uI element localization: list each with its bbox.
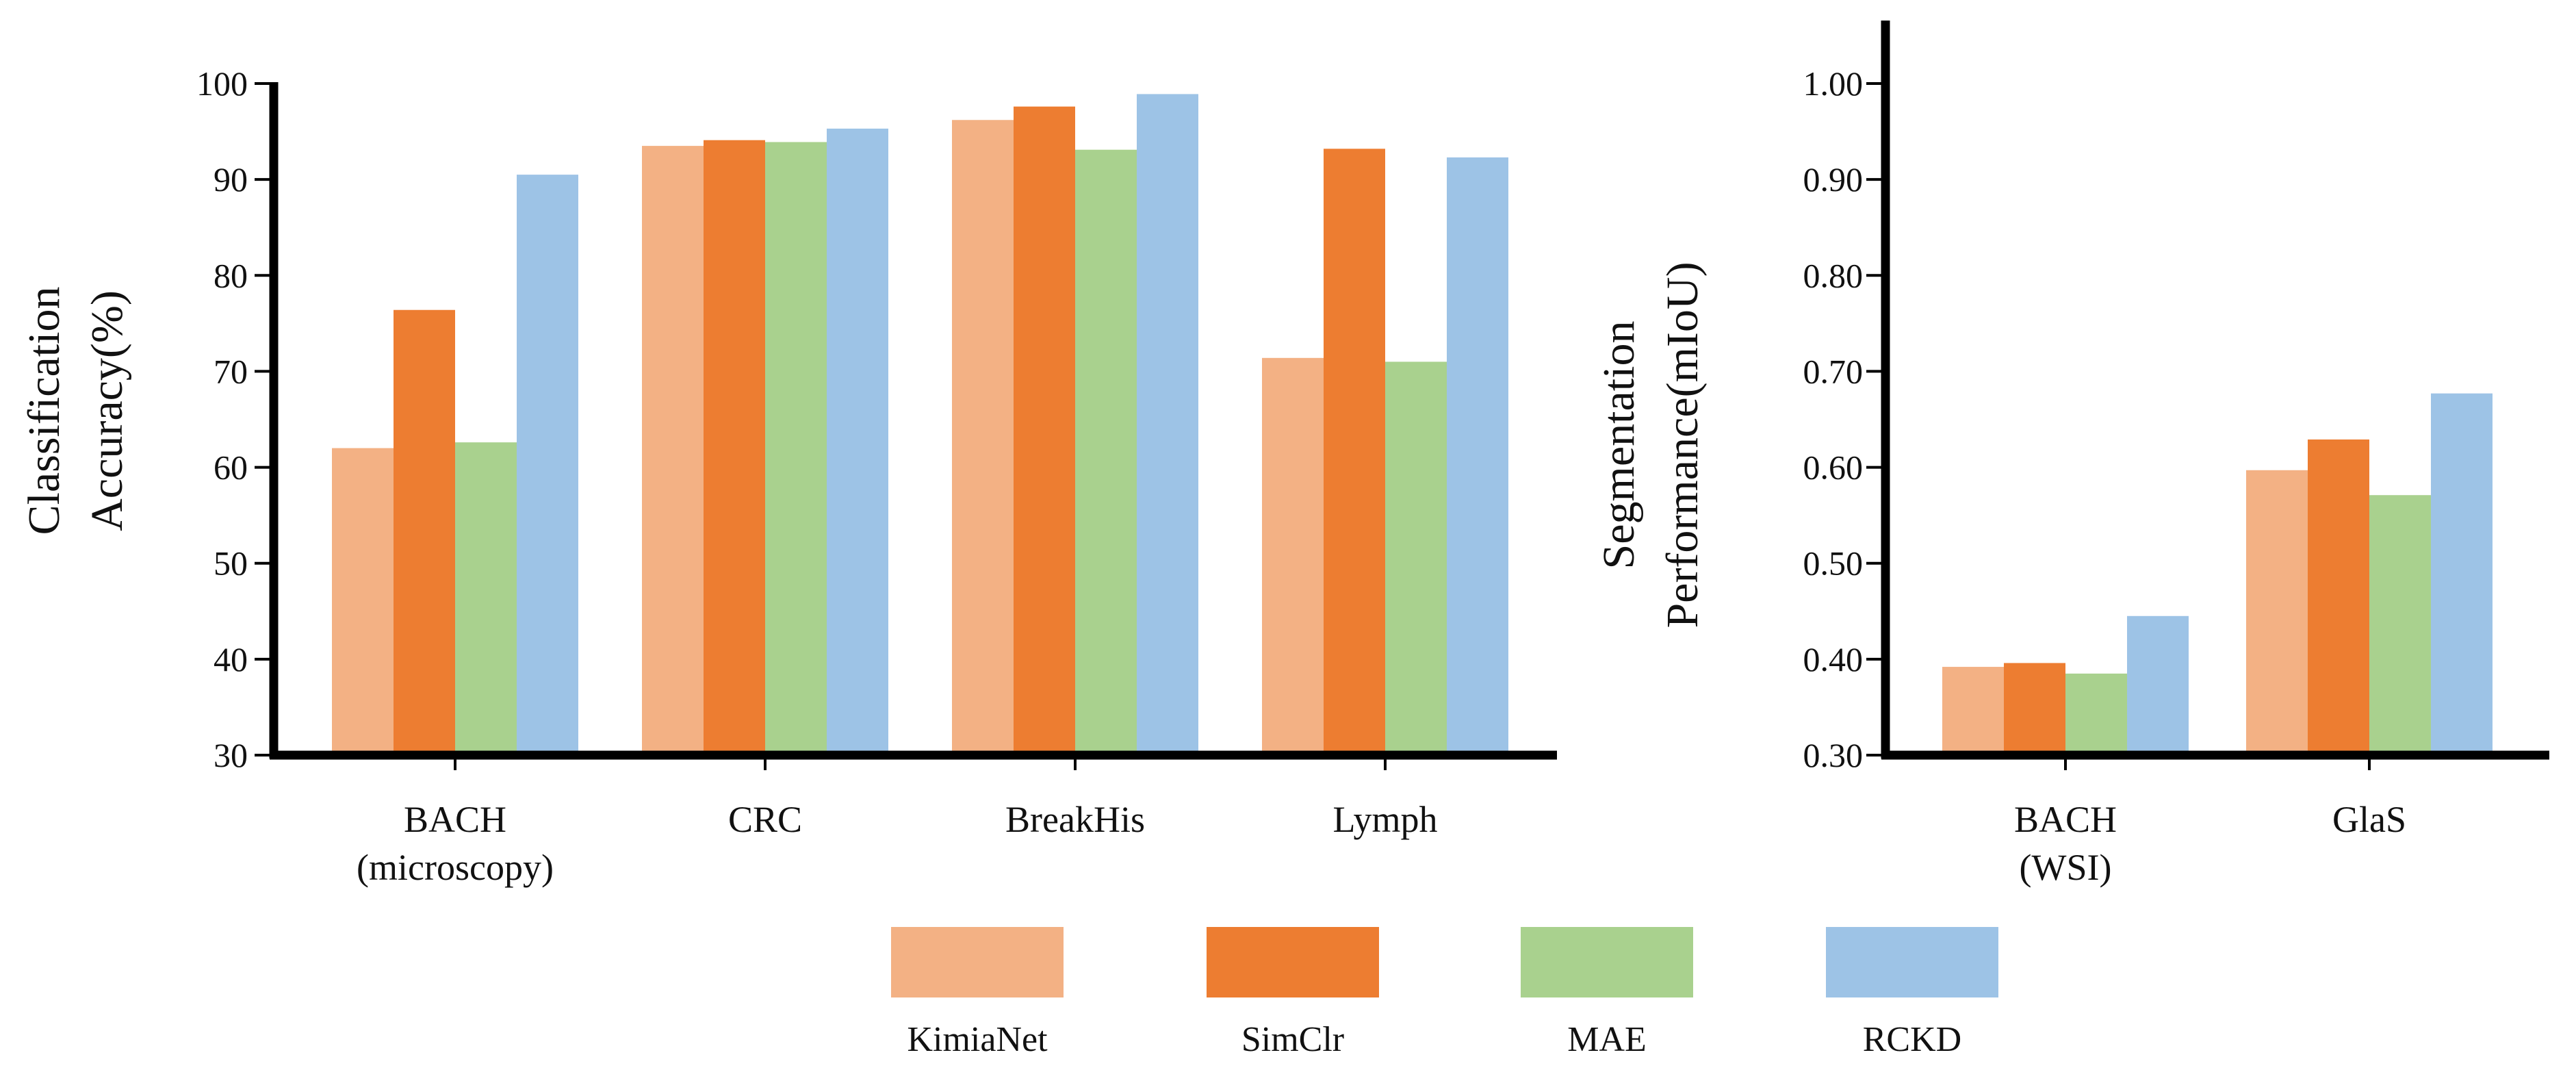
legend-swatch-simclr bbox=[1207, 927, 1379, 997]
bar-mae-bach bbox=[2065, 673, 2127, 755]
y-tick-label: 0.50 bbox=[1803, 544, 1864, 583]
y-tick-label: 0.90 bbox=[1803, 160, 1864, 199]
bar-kimianet-glas bbox=[2246, 470, 2308, 755]
y-tick-label: 90 bbox=[214, 160, 248, 199]
bar-simclr-bach bbox=[2004, 663, 2065, 755]
bar-kimianet-bach bbox=[1942, 667, 2004, 755]
y-axis-label: Classification bbox=[19, 287, 69, 535]
bar-simclr-crc bbox=[704, 140, 765, 756]
x-tick-label: (WSI) bbox=[2020, 847, 2112, 888]
y-axis-label: Segmentation bbox=[1594, 321, 1644, 570]
y-tick-label: 80 bbox=[214, 256, 248, 294]
legend-label-simclr: SimClr bbox=[1241, 1020, 1344, 1059]
x-tick-label: BACH bbox=[2014, 799, 2117, 840]
bar-mae-lymph bbox=[1385, 361, 1447, 755]
y-tick-label: 0.30 bbox=[1803, 736, 1864, 774]
bar-rckd-crc bbox=[827, 128, 888, 756]
bar-kimianet-crc bbox=[642, 146, 704, 756]
x-tick-label: Lymph bbox=[1332, 799, 1437, 840]
bar-mae-glas bbox=[2369, 495, 2431, 755]
y-tick-label: 0.70 bbox=[1803, 352, 1864, 390]
y-tick-label: 0.60 bbox=[1803, 448, 1864, 487]
bar-rckd-lymph bbox=[1447, 157, 1508, 755]
x-tick-label: BACH bbox=[404, 799, 506, 840]
bar-mae-breakhis bbox=[1075, 149, 1137, 755]
bar-rckd-breakhis bbox=[1137, 94, 1198, 755]
legend-label-mae: MAE bbox=[1567, 1020, 1647, 1059]
bar-rckd-bach bbox=[2127, 615, 2189, 755]
y-tick-label: 70 bbox=[214, 352, 248, 390]
x-tick-label: CRC bbox=[728, 799, 802, 840]
y-tick-label: 30 bbox=[214, 736, 248, 774]
legend-swatch-mae bbox=[1521, 927, 1693, 997]
bar-simclr-glas bbox=[2308, 439, 2369, 755]
y-axis-label: Performance(mIoU) bbox=[1658, 262, 1708, 628]
bar-kimianet-breakhis bbox=[952, 120, 1014, 756]
segmentation-chart: BACH (WSI) GlaS 0.30 0.40 0.50 0.60 0.70 0.80 0.9… bbox=[1594, 21, 2549, 888]
bar-mae-bach bbox=[455, 442, 517, 755]
bar-simclr-breakhis bbox=[1014, 106, 1075, 756]
legend-label-rckd: RCKD bbox=[1863, 1020, 1961, 1059]
y-axis-label: Accuracy(%) bbox=[82, 290, 132, 531]
x-tick-label: BreakHis bbox=[1005, 799, 1145, 840]
x-tick-label: (microscopy) bbox=[357, 847, 554, 888]
y-tick-label: 1.00 bbox=[1803, 64, 1864, 103]
y-tick-label: 50 bbox=[214, 544, 248, 583]
bar-kimianet-lymph bbox=[1262, 357, 1324, 755]
x-tick-label: GlaS bbox=[2332, 799, 2406, 840]
bar-simclr-bach bbox=[394, 309, 455, 755]
y-tick-label: 0.40 bbox=[1803, 640, 1864, 678]
bar-rckd-bach bbox=[517, 175, 578, 755]
classification-chart: BACH (microscopy) CRC BreakHis Lymph 30 40 50 60… bbox=[19, 64, 1557, 888]
legend-swatch-kimianet bbox=[891, 927, 1064, 997]
legend: KimiaNet SimClr MAE RCKD bbox=[891, 927, 1998, 1059]
bar-rckd-glas bbox=[2431, 393, 2493, 755]
y-tick-label: 60 bbox=[214, 448, 248, 487]
bar-simclr-lymph bbox=[1324, 149, 1385, 756]
y-tick-label: 100 bbox=[196, 64, 248, 103]
bar-mae-crc bbox=[765, 142, 827, 756]
bar-kimianet-bach bbox=[332, 448, 394, 755]
legend-swatch-rckd bbox=[1826, 927, 1998, 997]
y-tick-label: 0.80 bbox=[1803, 256, 1864, 294]
y-tick-label: 40 bbox=[214, 640, 248, 678]
legend-label-kimianet: KimiaNet bbox=[907, 1020, 1048, 1059]
